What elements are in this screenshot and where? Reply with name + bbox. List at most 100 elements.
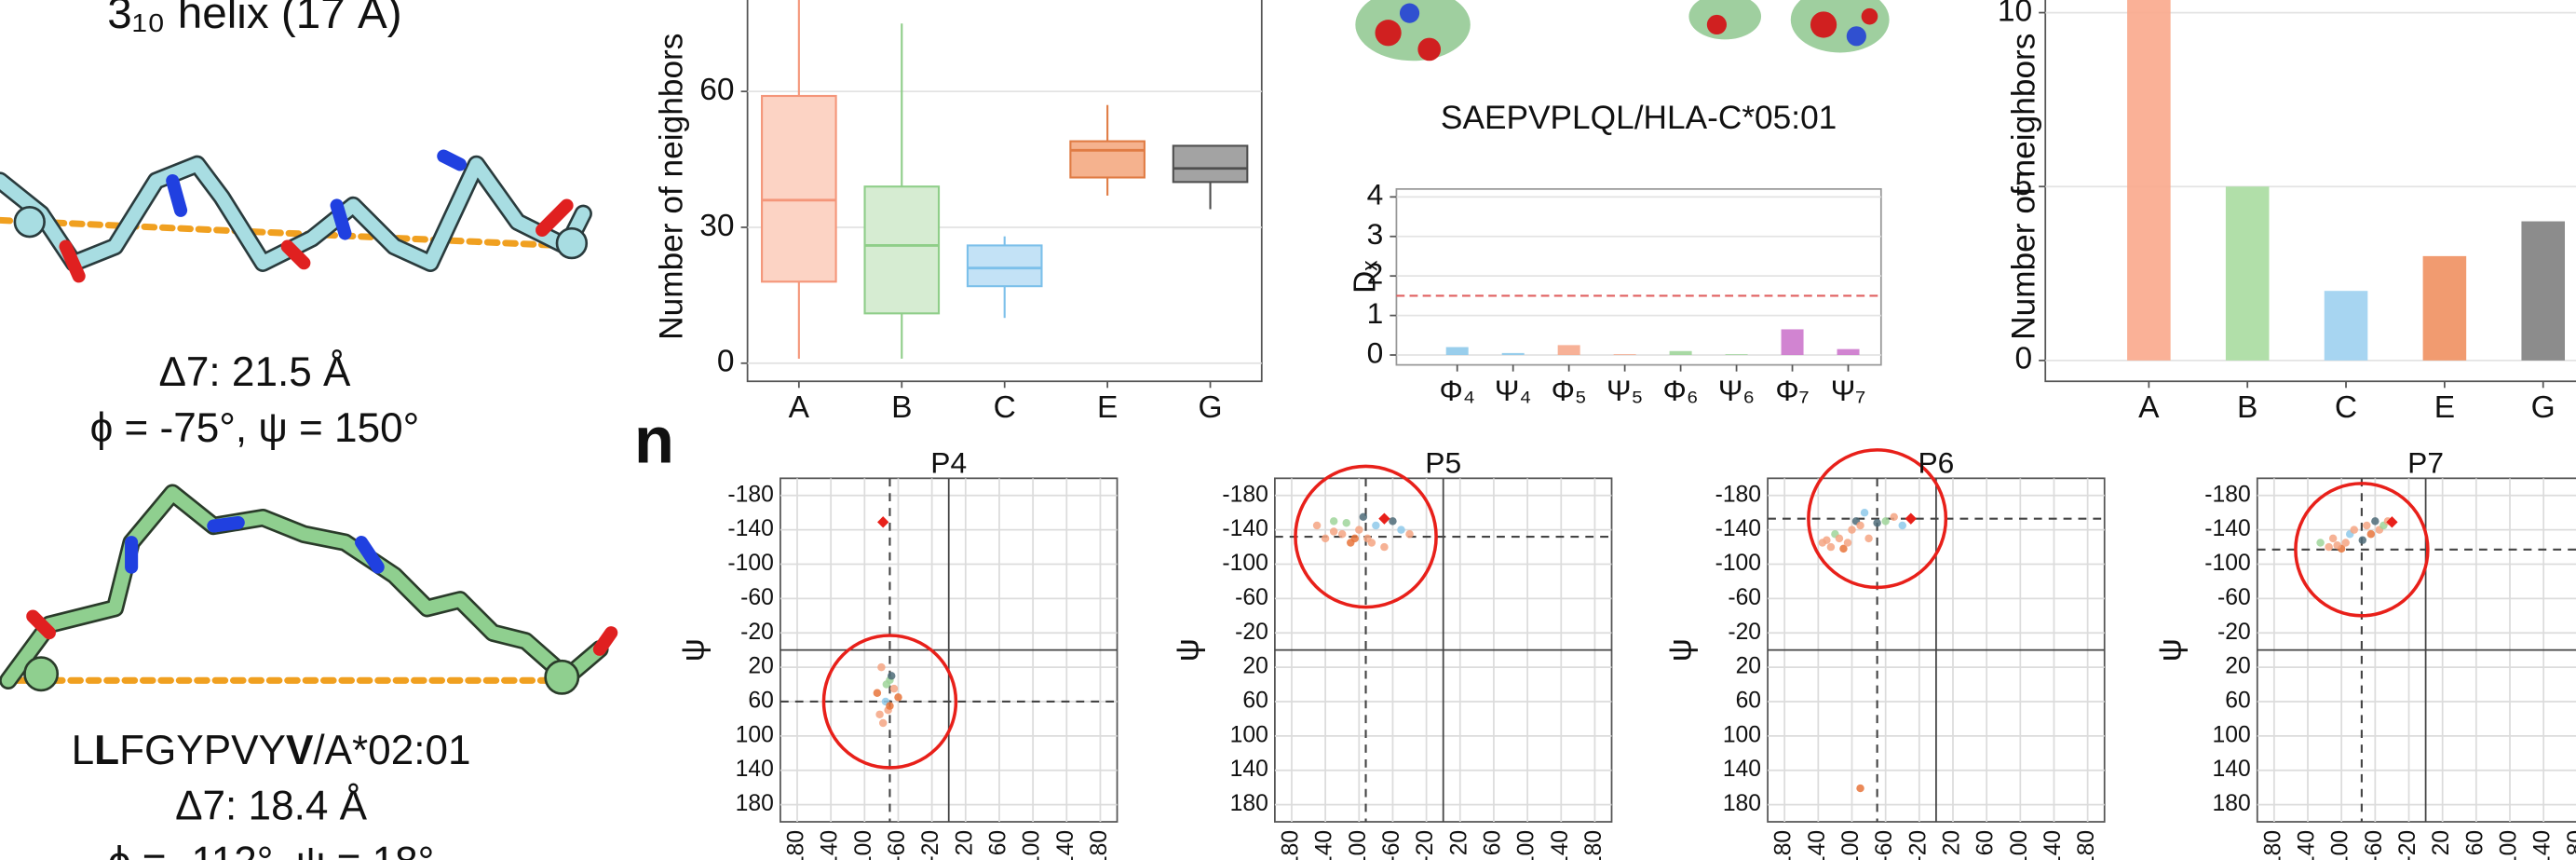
bar [2127, 0, 2171, 361]
point [875, 711, 883, 718]
peptide-angles: ϕ = -112°, ψ = 18° [108, 840, 434, 860]
x-tick-label: 140 [1053, 830, 1078, 860]
y-tick-label: 100 [1230, 722, 1268, 747]
peptide-part: L [72, 728, 95, 773]
x-tick-label: -60 [885, 830, 910, 860]
y-tick-label: 60 [1242, 688, 1268, 713]
x-tick-label: 20 [1940, 830, 1965, 855]
y-tick-label: -100 [1222, 551, 1268, 576]
x-tick-label: -100 [1838, 830, 1864, 860]
y-tick-label: -20 [740, 620, 774, 645]
helix-title: 3₁₀ helix (17 Å) [107, 0, 401, 38]
y-tick-label: 0 [1367, 335, 1384, 369]
point [1856, 785, 1864, 792]
x-tick-label: -100 [851, 830, 876, 860]
point [1856, 522, 1864, 529]
point [1351, 535, 1359, 542]
x-tick-label: 100 [1514, 830, 1539, 860]
y-tick-label: 180 [1230, 791, 1268, 816]
point [2341, 539, 2349, 546]
figure: 3₁₀ helix (17 Å) Δ7: 21.5 Å ϕ = -75°, ψ … [0, 0, 2576, 860]
structure-ensemble [1355, 0, 1889, 61]
x-tick-label: Ψ₄ [1495, 374, 1532, 407]
x-tick-label: -180 [2260, 830, 2285, 860]
box [968, 245, 1042, 286]
point [1873, 519, 1880, 526]
point [2363, 522, 2370, 529]
point [1827, 543, 1835, 551]
point [2333, 541, 2340, 549]
x-tick-label: 100 [2007, 830, 2032, 860]
x-tick-label: 180 [1087, 830, 1112, 860]
y-tick-label: 140 [2213, 757, 2251, 782]
y-tick-label: 140 [736, 757, 774, 782]
y-tick-label: -20 [2217, 620, 2251, 645]
x-tick-label: B [891, 390, 912, 425]
point [874, 689, 881, 697]
chart-title: P6 [1918, 446, 1954, 480]
point [1844, 539, 1851, 546]
x-tick-label: 60 [2462, 830, 2488, 855]
y-tick-label: 180 [2213, 791, 2251, 816]
panel-label: n [634, 403, 674, 477]
y-tick-label: 1 [1367, 296, 1384, 330]
y-tick-label: 20 [748, 654, 773, 679]
point [1861, 509, 1868, 516]
y-tick-label: 60 [1736, 688, 1761, 713]
x-tick-label: 140 [2040, 830, 2066, 860]
point [2316, 539, 2324, 546]
x-tick-label: -20 [1413, 830, 1438, 860]
point [883, 680, 890, 688]
x-tick-label: B [2237, 390, 2257, 425]
y-tick-label: 0 [2014, 342, 2032, 376]
point [1313, 522, 1321, 529]
point [1836, 535, 1843, 542]
y-tick-label: -140 [1222, 516, 1268, 541]
peptide-part: L [94, 728, 119, 773]
peptide-part: FGYPVY [119, 728, 286, 773]
point [886, 702, 893, 709]
y-axis-label: Number of neighbors [654, 34, 690, 340]
point [2329, 535, 2337, 542]
x-tick-label: -180 [1278, 830, 1303, 860]
point [890, 685, 898, 692]
x-tick-label: C [2335, 390, 2357, 425]
x-tick-label: -180 [784, 830, 809, 860]
x-tick-label: Ψ₅ [1607, 374, 1643, 407]
y-tick-label: 3 [1367, 217, 1384, 251]
point [1848, 526, 1855, 533]
point [1330, 517, 1337, 525]
y-tick-label: -180 [1715, 482, 1761, 507]
bar [1726, 354, 1748, 355]
x-tick-label: 20 [952, 830, 977, 855]
y-tick-label: -100 [727, 551, 773, 576]
x-tick-label: 180 [2564, 830, 2576, 860]
x-tick-label: A [2138, 390, 2160, 425]
point [1864, 535, 1872, 542]
peptide-structure [8, 493, 611, 693]
x-tick-label: Φ₆ [1663, 374, 1699, 407]
y-tick-label: -180 [1222, 482, 1268, 507]
x-tick-label: Φ₄ [1440, 374, 1475, 407]
point [1355, 526, 1363, 533]
point [1380, 543, 1388, 551]
chart-title: SAEPVPLQL/HLA-C*05:01 [1441, 100, 1837, 136]
x-tick-label: Φ₅ [1552, 374, 1587, 407]
x-tick-label: -100 [2328, 830, 2353, 860]
y-tick-label: -140 [727, 516, 773, 541]
x-tick-label: 20 [2429, 830, 2454, 855]
x-tick-label: G [2531, 390, 2556, 425]
bar [1670, 351, 1692, 355]
x-tick-label: 180 [1581, 830, 1607, 860]
peptide-part: /A*02:01 [313, 728, 470, 773]
point [1397, 526, 1404, 533]
y-tick-label: 20 [1242, 654, 1268, 679]
bar [1502, 353, 1525, 355]
y-axis-label: ψ [1662, 638, 1699, 662]
point [1890, 513, 1897, 521]
x-tick-label: -180 [1771, 830, 1796, 860]
y-axis-label: ψ [674, 638, 711, 662]
y-tick-label: -140 [2204, 516, 2250, 541]
plot-area [2045, 0, 2576, 381]
x-tick-label: -140 [2295, 830, 2320, 860]
